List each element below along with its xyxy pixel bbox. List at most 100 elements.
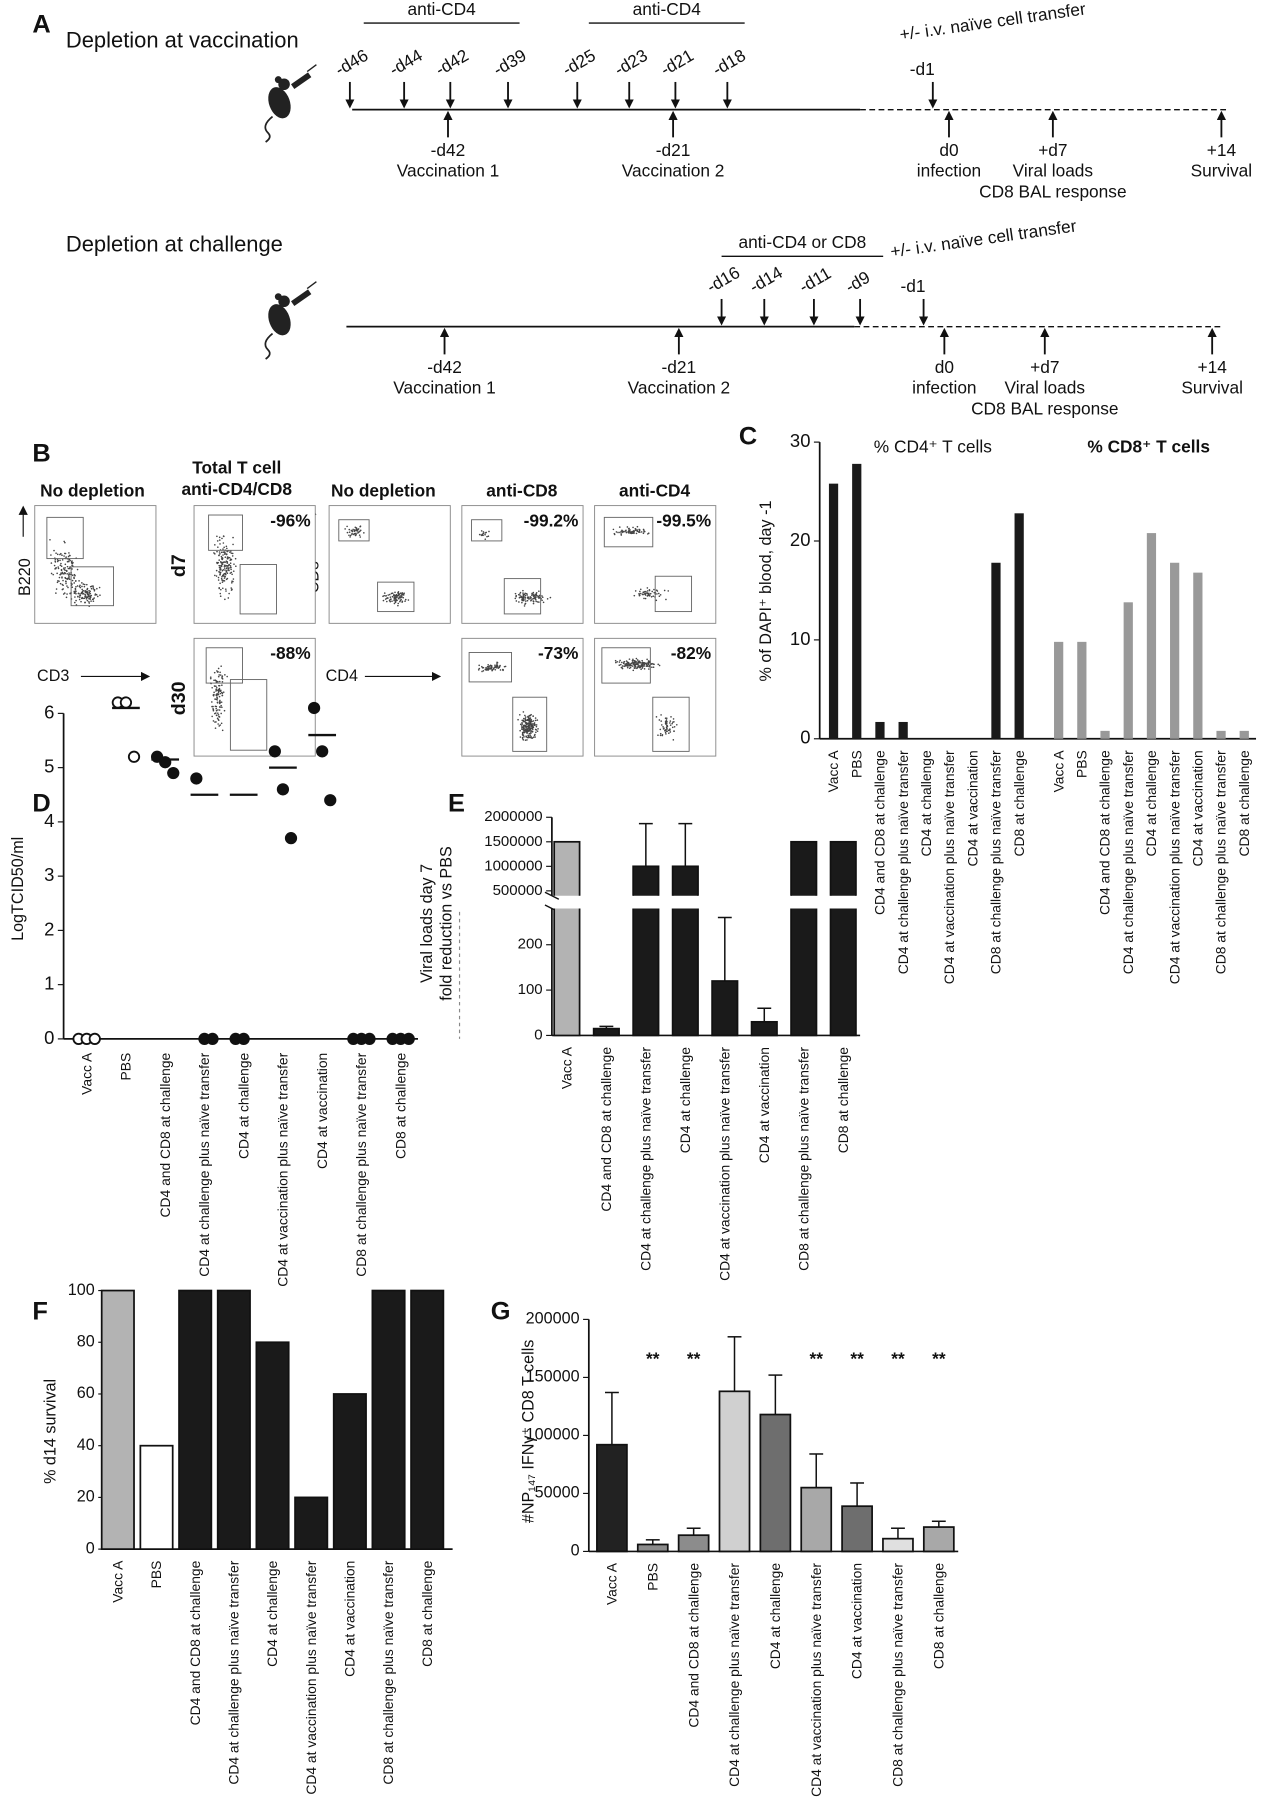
flow-event (220, 588, 222, 591)
treatment-label: anti-CD4 (408, 0, 477, 19)
axis-label: CD4 (326, 667, 358, 685)
flow-event (530, 599, 533, 601)
flow-event (89, 596, 92, 599)
flow-event (222, 561, 225, 564)
flow-event (224, 556, 227, 559)
flow-event (85, 591, 88, 594)
flow-event (235, 565, 237, 568)
panel-label: A (32, 10, 50, 38)
flow-event (62, 584, 64, 587)
flow-event (643, 529, 645, 531)
x-tick-label: CD4 at challenge (918, 750, 934, 857)
flow-event (620, 533, 622, 535)
significance-label: ** (891, 1348, 905, 1368)
x-tick-label: CD8 at challenge plus naïve transfer (795, 1047, 811, 1271)
flow-event (66, 593, 68, 595)
flow-gate (601, 647, 651, 684)
flow-event (221, 676, 223, 678)
flow-event (488, 530, 490, 533)
flow-event (218, 559, 221, 561)
error-group (717, 916, 732, 982)
event-day: d0 (939, 140, 958, 160)
flow-event (652, 595, 655, 598)
flow-event (519, 591, 522, 594)
flow-event (214, 727, 217, 729)
flow-event (92, 598, 95, 600)
flow-event (638, 529, 641, 531)
flow-event (633, 532, 635, 535)
event-day: -d21 (662, 357, 697, 377)
flow-event (80, 600, 82, 603)
flow-event (56, 558, 59, 561)
flow-event (535, 600, 537, 603)
flow-event (387, 597, 389, 599)
flow-event (75, 580, 77, 582)
flow-event (64, 541, 66, 544)
flow-event (619, 531, 621, 534)
flow-event (535, 731, 537, 734)
flow-event (50, 562, 53, 564)
flow-event (645, 590, 647, 593)
flow-event (358, 534, 361, 536)
flow-event (659, 728, 662, 731)
flow-event (213, 671, 216, 674)
bar (632, 908, 660, 1037)
flow-event (229, 559, 231, 562)
flow-event (218, 566, 221, 569)
x-tick-label: PBS (644, 1563, 660, 1591)
column-header: No depletion (40, 480, 145, 500)
flow-event (395, 599, 398, 602)
flow-event (614, 659, 617, 662)
flow-event (641, 659, 643, 662)
data-point (159, 756, 172, 769)
flow-event (618, 661, 621, 663)
flow-event (92, 600, 95, 602)
bar (100, 1289, 135, 1550)
flow-event (530, 732, 532, 735)
flow-event (214, 712, 216, 715)
flow-gate (70, 566, 114, 607)
flow-event (401, 600, 404, 603)
flow-event (546, 598, 549, 600)
flow-event (223, 565, 226, 568)
flow-event (626, 665, 629, 667)
flow-event (659, 734, 662, 737)
flow-event (394, 591, 396, 594)
flow-event (525, 736, 528, 738)
flow-event (58, 576, 61, 579)
mouse-icon (274, 293, 282, 301)
flow-event (524, 598, 526, 600)
flow-event (520, 725, 523, 727)
flow-event (74, 588, 77, 591)
flow-event (65, 596, 68, 599)
flow-event (87, 595, 89, 598)
data-point (402, 1032, 415, 1046)
flow-event (494, 668, 497, 671)
flow-event (222, 554, 224, 556)
flow-event (665, 726, 668, 728)
flow-event (55, 592, 57, 594)
x-tick-label: CD8 at challenge (419, 1560, 435, 1667)
flow-event (76, 568, 79, 571)
depletion-percent: -73% (538, 643, 578, 663)
column-header: No depletion (331, 480, 436, 500)
flow-event (618, 664, 621, 667)
flow-event (621, 661, 623, 664)
x-tick-label: CD4 at challenge plus naïve transfer (225, 1560, 241, 1784)
event-day: +14 (1197, 357, 1227, 377)
flow-event (404, 598, 407, 601)
flow-event (216, 696, 218, 699)
flow-event (81, 585, 83, 588)
flow-event (658, 664, 661, 667)
flow-event (659, 594, 662, 596)
significance-label: ** (687, 1348, 701, 1368)
flow-event (214, 544, 216, 546)
flow-event (521, 723, 524, 725)
flow-event (79, 594, 81, 597)
flow-event (619, 663, 622, 666)
x-tick-label: CD4 at vaccination (964, 750, 980, 866)
flow-event (632, 526, 634, 529)
flow-event (628, 658, 631, 660)
flow-event (635, 532, 638, 535)
flow-event (224, 569, 226, 571)
